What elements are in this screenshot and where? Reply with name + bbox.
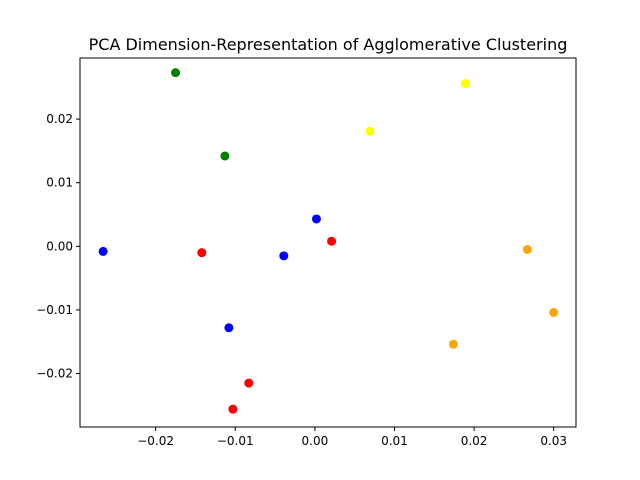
x-tick-label: 0.01 [381, 434, 408, 448]
data-point [549, 307, 559, 317]
data-point [197, 248, 207, 258]
data-point [171, 68, 181, 78]
data-point [311, 214, 321, 224]
data-point [327, 236, 337, 246]
x-tick-label: 0.00 [302, 434, 329, 448]
x-axis: −0.02 −0.01 0.00 0.01 0.02 0.03 [137, 427, 567, 448]
plot-frame [79, 57, 577, 428]
x-tick-label: 0.03 [540, 434, 567, 448]
data-point [228, 404, 238, 414]
data-point [244, 378, 254, 388]
y-tick-label: 0.01 [46, 176, 73, 190]
data-point [220, 151, 230, 161]
scatter-points [98, 68, 559, 414]
data-point [224, 323, 234, 333]
data-point [279, 251, 289, 261]
y-tick-label: −0.02 [36, 367, 73, 381]
data-point [98, 246, 108, 256]
x-tick-label: 0.02 [461, 434, 488, 448]
y-tick-label: 0.02 [46, 112, 73, 126]
data-point [448, 339, 458, 349]
y-axis: −0.02 −0.01 0.00 0.01 0.02 [36, 112, 80, 381]
chart-title: PCA Dimension-Representation of Agglomer… [89, 35, 568, 54]
y-tick-label: −0.01 [36, 303, 73, 317]
data-point [460, 78, 470, 88]
y-tick-label: 0.00 [46, 239, 73, 253]
data-point [522, 244, 532, 254]
data-point [365, 126, 375, 136]
x-tick-label: −0.02 [137, 434, 174, 448]
x-tick-label: −0.01 [217, 434, 254, 448]
